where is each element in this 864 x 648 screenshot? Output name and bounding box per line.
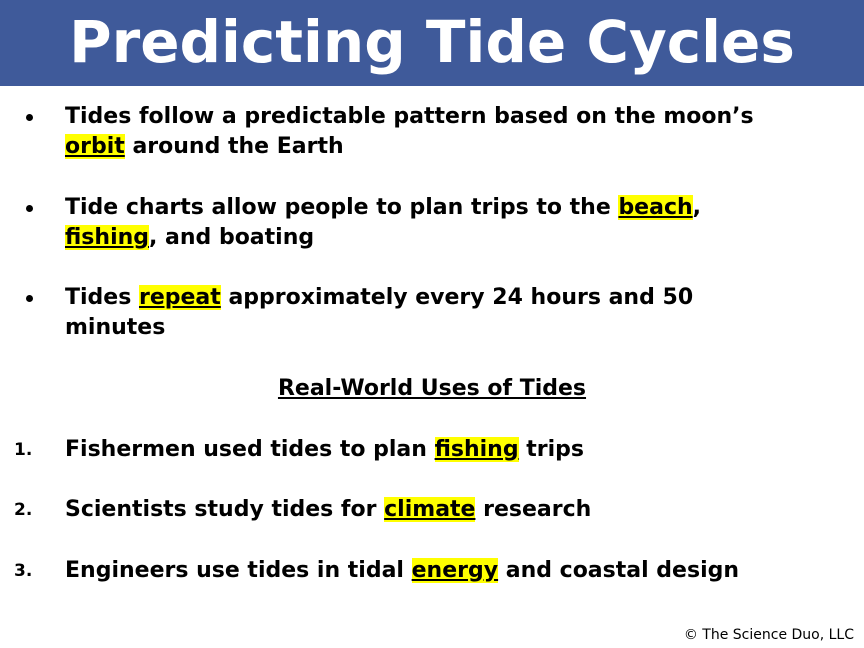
text-segment: Tides follow a predictable pattern based… [65, 104, 754, 129]
list-text: Scientists study tides for climate resea… [65, 495, 855, 525]
bullet-text: Tides repeat approximately every 24 hour… [65, 283, 795, 343]
list-number: 2. [14, 500, 33, 520]
text-segment: Tide charts allow people to plan trips t… [65, 195, 619, 220]
bullet-text: Tide charts allow people to plan trips t… [65, 193, 795, 253]
copyright: © The Science Duo, LLC [683, 627, 854, 643]
title: Predicting Tide Cycles [69, 8, 795, 76]
text-segment: Engineers use tides in tidal [65, 558, 412, 583]
keyword: climate [384, 497, 476, 522]
keyword: fishing [434, 437, 519, 462]
text-segment: Fishermen used tides to plan [65, 437, 435, 462]
list-number: 1. [14, 440, 33, 460]
keyword: repeat [138, 285, 221, 310]
keyword: orbit [65, 134, 125, 159]
text-segment: research [475, 497, 592, 522]
text-segment: and coastal design [498, 558, 740, 583]
header-bar: Predicting Tide Cycles [0, 0, 864, 86]
list-text: Fishermen used tides to plan fishing tri… [65, 435, 855, 465]
list-text: Engineers use tides in tidal energy and … [65, 556, 855, 586]
list-number: 3. [14, 561, 33, 581]
text-segment: around the Earth [124, 134, 344, 159]
keyword: energy [411, 558, 499, 583]
subheading: Real-World Uses of Tides [277, 376, 587, 401]
text-segment: , and boating [149, 225, 315, 250]
text-segment: trips [518, 437, 585, 462]
text-segment: , [692, 195, 702, 220]
keyword: fishing [65, 225, 150, 250]
text-segment: approximately every 24 hours and 50 minu… [65, 285, 694, 340]
bullet-marker [22, 193, 38, 223]
bullet-marker [22, 283, 38, 313]
text-segment: Tides [65, 285, 139, 310]
bullet-text: Tides follow a predictable pattern based… [65, 102, 795, 162]
text-segment: Scientists study tides for [65, 497, 385, 522]
keyword: beach [618, 195, 693, 220]
bullet-marker [22, 102, 38, 132]
